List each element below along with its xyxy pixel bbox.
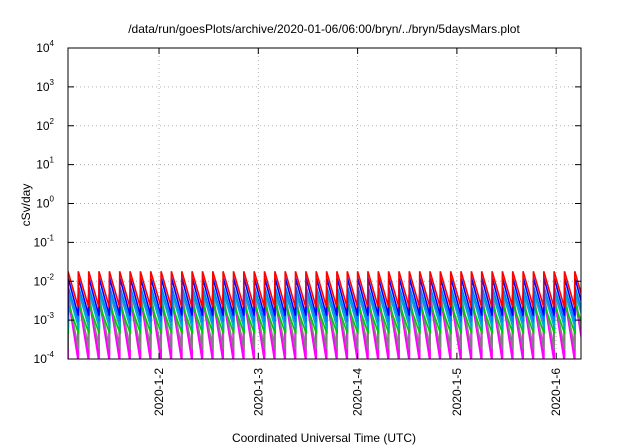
y-tick-label: 102 <box>36 117 54 133</box>
chart-title: /data/run/goesPlots/archive/2020-01-06/0… <box>128 22 520 36</box>
x-axis-ticks: 2020-1-2 2020-1-3 2020-1-4 2020-1-5 2020-1-6 <box>152 48 563 416</box>
x-tick-label: 2020-1-4 <box>351 368 365 416</box>
y-tick-label: 10-1 <box>34 233 55 249</box>
y-tick-label: 100 <box>36 195 54 211</box>
x-axis-label: Coordinated Universal Time (UTC) <box>232 431 416 445</box>
y-tick-label: 101 <box>36 156 54 172</box>
x-tick-label: 2020-1-3 <box>251 368 265 416</box>
series-line <box>68 271 581 308</box>
x-tick-label: 2020-1-2 <box>152 368 166 416</box>
y-axis-ticks: 10-4 10-3 10-2 10-1 100 101 102 103 104 <box>34 39 581 366</box>
y-tick-label: 10-3 <box>34 311 55 327</box>
y-tick-label: 103 <box>36 78 54 94</box>
y-tick-label: 10-2 <box>34 272 55 288</box>
series-group <box>68 271 581 359</box>
y-axis-label: cSv/day <box>19 184 33 227</box>
x-tick-label: 2020-1-5 <box>450 368 464 416</box>
y-tick-label: 104 <box>36 39 54 55</box>
y-tick-label: 10-4 <box>34 350 55 366</box>
x-tick-label: 2020-1-6 <box>549 368 563 416</box>
